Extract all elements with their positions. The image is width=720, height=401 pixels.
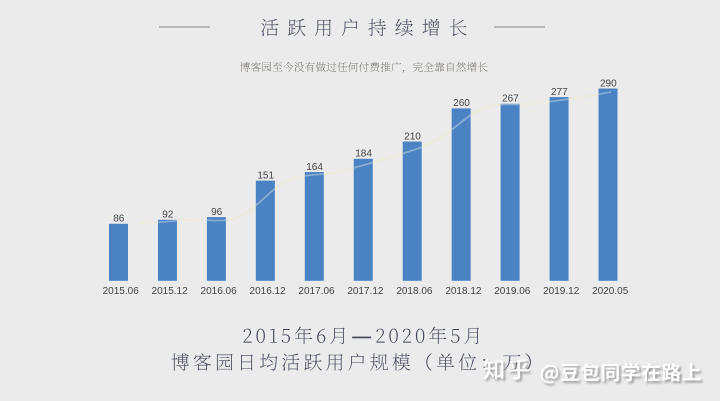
svg-text:151: 151 [257,171,274,182]
svg-text:267: 267 [502,94,519,105]
svg-text:290: 290 [600,78,617,89]
svg-text:2016.06: 2016.06 [201,286,238,297]
svg-text:210: 210 [404,131,421,142]
svg-text:164: 164 [306,162,323,173]
svg-text:86: 86 [113,214,125,225]
svg-text:2015.06: 2015.06 [103,286,140,297]
svg-text:2015.12: 2015.12 [152,286,189,297]
svg-text:96: 96 [211,207,223,218]
svg-text:2018.06: 2018.06 [396,286,433,297]
svg-text:2020.05: 2020.05 [592,286,629,297]
svg-text:2019.12: 2019.12 [543,286,580,297]
svg-text:277: 277 [551,87,568,98]
svg-text:2016.12: 2016.12 [250,286,287,297]
svg-text:184: 184 [355,149,372,160]
svg-text:2017.06: 2017.06 [298,286,335,297]
svg-text:92: 92 [162,210,174,221]
svg-text:260: 260 [453,98,470,109]
svg-text:2018.12: 2018.12 [445,286,482,297]
svg-text:2019.06: 2019.06 [494,286,531,297]
svg-text:2017.12: 2017.12 [347,286,384,297]
